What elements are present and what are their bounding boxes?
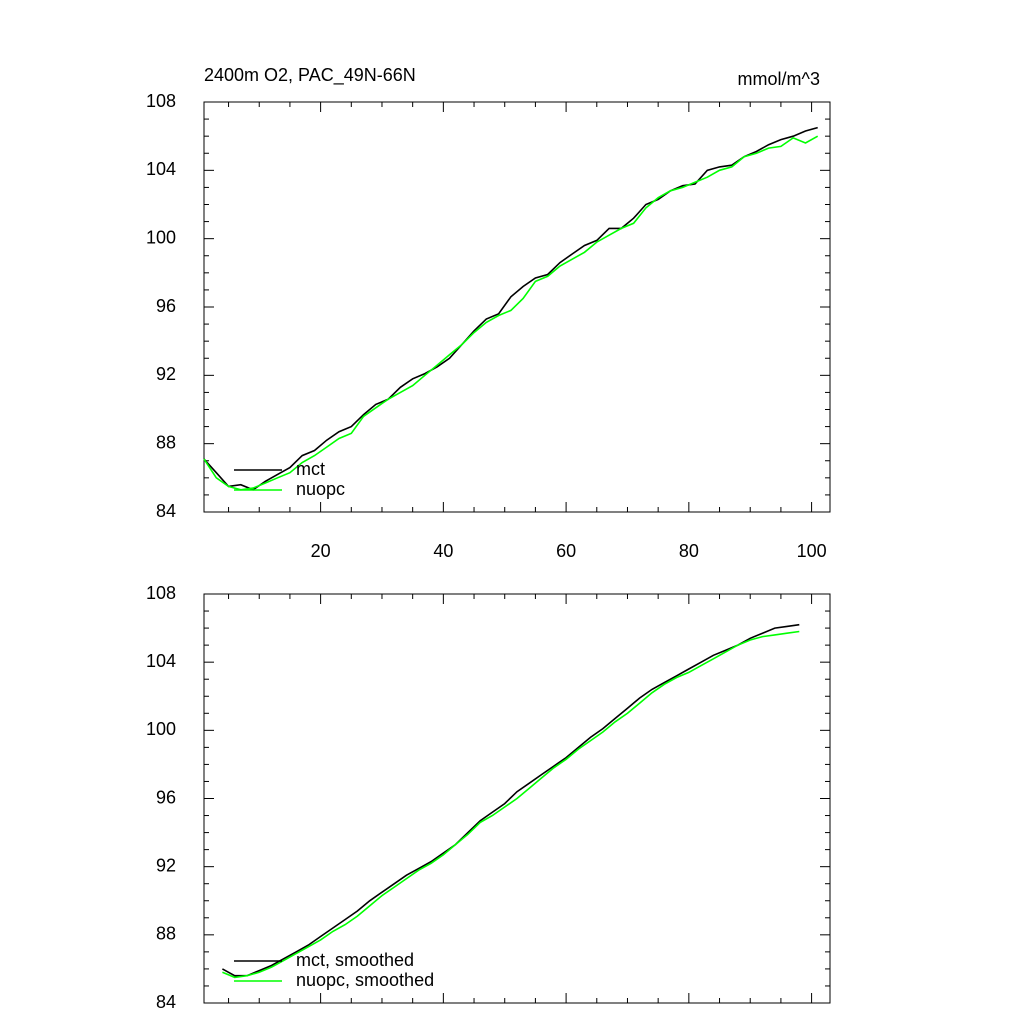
legend-label: mct [296, 459, 325, 479]
y-tick-label: 88 [156, 432, 176, 452]
y-tick-label: 88 [156, 924, 176, 944]
units-label: mmol/m^3 [738, 69, 820, 89]
y-tick-label: 96 [156, 787, 176, 807]
x-tick-label: 100 [797, 541, 827, 561]
y-tick-label: 108 [146, 91, 176, 111]
y-tick-label: 104 [146, 159, 176, 179]
legend-label: nuopc, smoothed [296, 970, 434, 990]
x-tick-label: 20 [311, 541, 331, 561]
x-tick-label: 40 [433, 541, 453, 561]
chart-title: 2400m O2, PAC_49N-66N [204, 65, 416, 86]
y-tick-label: 84 [156, 992, 176, 1012]
y-tick-label: 100 [146, 719, 176, 739]
y-tick-label: 108 [146, 583, 176, 603]
series-line [203, 126, 818, 491]
x-tick-label: 80 [679, 541, 699, 561]
x-tick-label: 60 [556, 541, 576, 561]
y-tick-label: 92 [156, 855, 176, 875]
series-line [222, 630, 800, 979]
series-line [222, 623, 800, 977]
y-tick-label: 100 [146, 227, 176, 247]
y-tick-label: 104 [146, 651, 176, 671]
legend-label: nuopc [296, 479, 345, 499]
series-line [203, 135, 819, 491]
y-tick-label: 92 [156, 364, 176, 384]
y-tick-label: 96 [156, 296, 176, 316]
legend-label: mct, smoothed [296, 950, 414, 970]
y-tick-label: 84 [156, 501, 176, 521]
